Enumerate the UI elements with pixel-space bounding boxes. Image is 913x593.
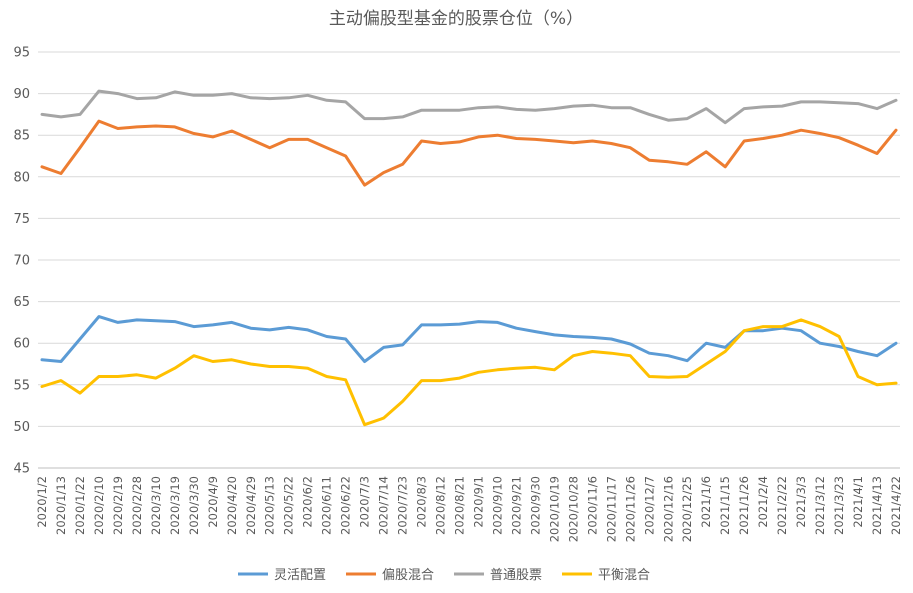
x-tick-label: 2020/3/10 (149, 476, 163, 535)
x-tick-label: 2020/7/23 (396, 476, 410, 535)
x-tick-label: 2020/2/10 (92, 476, 106, 535)
x-tick-label: 2020/7/3 (358, 476, 372, 528)
x-tick-label: 2021/1/6 (699, 476, 713, 528)
x-tick-label: 2021/2/22 (775, 476, 789, 535)
x-tick-label: 2021/4/22 (889, 476, 903, 535)
x-tick-label: 2021/2/4 (756, 476, 770, 528)
series-line-2 (40, 89, 898, 125)
x-tick-label: 2020/9/21 (509, 476, 523, 535)
series-line-0 (40, 315, 898, 363)
x-tick-label: 2020/2/19 (111, 476, 125, 535)
x-tick-label: 2020/7/14 (377, 476, 391, 535)
x-tick-label: 2020/6/2 (301, 476, 315, 528)
y-tick-label: 90 (13, 87, 30, 102)
y-tick-label: 45 (13, 462, 30, 477)
x-tick-label: 2020/1/13 (54, 476, 68, 535)
x-tick-label: 2020/1/22 (73, 476, 87, 535)
y-tick-label: 80 (13, 170, 30, 185)
y-tick-label: 70 (13, 254, 30, 269)
grid-lines (38, 51, 900, 469)
x-tick-label: 2020/6/11 (320, 476, 334, 535)
legend-label-1: 偏股混合 (382, 568, 434, 583)
x-tick-label: 2020/10/19 (547, 476, 561, 542)
x-tick-label: 2020/9/30 (528, 476, 542, 535)
legend-label-2: 普通股票 (490, 568, 542, 583)
x-tick-label: 2020/9/10 (490, 476, 504, 535)
x-tick-label: 2021/4/1 (851, 476, 865, 528)
y-tick-label: 85 (13, 129, 30, 144)
series-line-3 (40, 318, 898, 427)
legend-label-3: 平衡混合 (598, 568, 650, 583)
x-tick-label: 2020/9/1 (471, 476, 485, 528)
y-tick-label: 55 (13, 378, 30, 393)
x-tick-label: 2020/11/6 (585, 476, 599, 535)
y-tick-label: 65 (13, 295, 30, 310)
x-tick-label: 2020/4/20 (225, 476, 239, 535)
x-tick-label: 2020/3/19 (168, 476, 182, 535)
y-tick-label: 95 (13, 46, 30, 61)
x-tick-label: 2020/12/7 (642, 476, 656, 535)
y-tick-label: 50 (13, 420, 30, 435)
x-axis-tick-labels: 2020/1/2 2020/1/13 2020/1/22 2020/2/10 2020/… (35, 476, 903, 542)
legend: 灵活配置 偏股混合 普通股票 平衡混合 (238, 568, 650, 583)
series-line-1 (40, 119, 898, 187)
x-tick-label: 2020/11/17 (604, 476, 618, 542)
legend-label-0: 灵活配置 (274, 568, 326, 583)
x-tick-label: 2020/12/16 (661, 476, 675, 542)
x-tick-label: 2020/1/2 (35, 476, 49, 528)
x-tick-label: 2021/3/23 (832, 476, 846, 535)
x-tick-label: 2020/8/21 (453, 476, 467, 535)
x-tick-label: 2020/4/9 (206, 476, 220, 528)
x-tick-label: 2021/3/12 (813, 476, 827, 535)
x-tick-label: 2020/5/22 (282, 476, 296, 535)
x-tick-label: 2021/1/15 (718, 476, 732, 535)
x-tick-label: 2020/8/3 (415, 476, 429, 528)
x-tick-label: 2020/3/30 (187, 476, 201, 535)
x-tick-label: 2021/4/13 (870, 476, 884, 535)
x-tick-label: 2021/3/3 (794, 476, 808, 528)
y-tick-label: 60 (13, 337, 30, 352)
x-tick-label: 2021/1/26 (737, 476, 751, 535)
x-tick-label: 2020/12/25 (680, 476, 694, 542)
x-tick-label: 2020/2/28 (130, 476, 144, 535)
chart-title: 主动偏股型基金的股票仓位（%） (329, 9, 583, 29)
series-lines (40, 89, 898, 427)
y-axis-tick-labels: 45 50 55 60 65 70 75 80 85 90 95 (13, 46, 30, 477)
x-tick-label: 2020/11/26 (623, 476, 637, 542)
x-tick-label: 2020/8/12 (434, 476, 448, 535)
x-tick-label: 2020/4/29 (244, 476, 258, 535)
x-tick-label: 2020/5/13 (263, 476, 277, 535)
y-tick-label: 75 (13, 212, 30, 227)
x-tick-label: 2020/10/28 (566, 476, 580, 542)
x-tick-label: 2020/6/22 (339, 476, 353, 535)
